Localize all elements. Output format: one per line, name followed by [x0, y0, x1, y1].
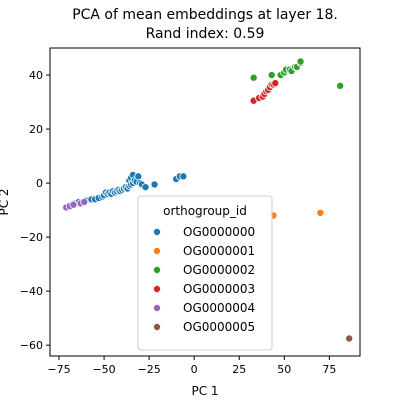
legend-label: OG0000003	[183, 282, 255, 296]
data-point-og0000000	[141, 183, 150, 192]
legend-label: OG0000002	[183, 263, 255, 277]
data-point-og0000004	[69, 200, 78, 209]
data-point-og0000004	[80, 197, 89, 206]
y-axis-label: PC 2	[0, 188, 11, 215]
legend-label: OG0000005	[183, 320, 255, 334]
x-tick-label: −75	[47, 363, 70, 376]
y-tick-label: −20	[20, 231, 43, 244]
x-tick-label: −25	[138, 363, 161, 376]
legend-marker	[152, 284, 161, 293]
plot-frame	[49, 47, 361, 357]
data-point-og0000001	[316, 208, 325, 217]
data-point-og0000000	[150, 180, 159, 189]
legend: orthogroup_id OG0000000OG0000001OG000000…	[137, 195, 273, 351]
y-tick-label: −60	[20, 339, 43, 352]
data-point-og0000003	[271, 79, 280, 88]
data-point-og0000002	[336, 81, 345, 90]
data-point-og0000002	[296, 57, 305, 66]
legend-marker	[152, 322, 161, 331]
data-point-og0000002	[267, 71, 276, 80]
x-tick-label: 25	[232, 363, 246, 376]
legend-title: orthogroup_id	[163, 204, 247, 218]
data-points	[62, 57, 354, 343]
data-point-og0000002	[249, 73, 258, 82]
x-tick-label: 75	[322, 363, 336, 376]
data-point-og0000005	[345, 334, 354, 343]
legend-items: OG0000000 OG0000001 OG0000002 OG0000003 OG00…	[152, 225, 255, 334]
x-axis-label: PC 1	[191, 384, 218, 398]
legend-label: OG0000001	[183, 244, 255, 258]
legend-marker	[152, 227, 161, 236]
y-tick-label: 20	[29, 123, 43, 136]
data-point-og0000000	[179, 172, 188, 181]
x-tick-label: −50	[92, 363, 115, 376]
legend-box	[137, 195, 273, 351]
legend-label: OG0000004	[183, 301, 255, 315]
y-tick-label: 0	[36, 177, 43, 190]
legend-marker	[152, 265, 161, 274]
legend-marker	[152, 246, 161, 255]
y-tick-label: −40	[20, 285, 43, 298]
legend-label: OG0000000	[183, 225, 255, 239]
legend-marker	[152, 303, 161, 312]
x-tick-label: 50	[277, 363, 291, 376]
chart-title-line1: PCA of mean embeddings at layer 18.	[72, 7, 338, 23]
y-tick-label: 40	[29, 69, 43, 82]
x-tick-label: 0	[191, 363, 198, 376]
data-point-og0000000	[134, 172, 143, 181]
chart-title-line2: Rand index: 0.59	[146, 26, 265, 42]
axis-ticks: −75 −50 −25 0 25 50 75 −60 −40 −20 0 20 40	[20, 69, 337, 376]
